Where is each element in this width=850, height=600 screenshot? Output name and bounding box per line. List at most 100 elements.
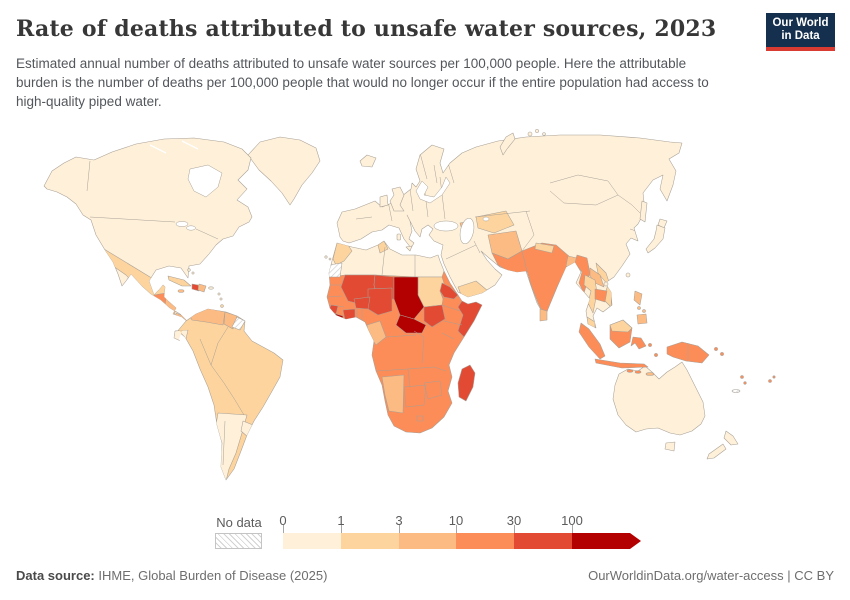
country-philippines[interactable] — [642, 309, 646, 313]
country-cote-divoire[interactable] — [342, 308, 356, 323]
novaya-zemlya[interactable] — [499, 132, 516, 156]
lesser-sunda[interactable] — [626, 369, 634, 373]
country-philippines[interactable] — [637, 306, 641, 310]
legend-bin-3-10[interactable] — [398, 533, 457, 549]
legend-bin-30-100[interactable] — [514, 533, 573, 549]
footer-license: | CC BY — [783, 568, 834, 583]
legend-tick — [399, 525, 400, 533]
country-iceland[interactable] — [359, 154, 377, 168]
sicily[interactable] — [405, 245, 413, 252]
legend-bin-10-30[interactable] — [456, 533, 515, 549]
country-malaysia-borneo[interactable] — [609, 319, 633, 333]
country-puerto-rico[interactable] — [208, 286, 214, 290]
hainan[interactable] — [603, 281, 609, 287]
legend-tick — [283, 525, 284, 533]
country-bangladesh[interactable] — [565, 255, 578, 272]
country-cambodia[interactable] — [594, 288, 608, 303]
country-central-asia[interactable] — [475, 210, 515, 234]
country-liberia[interactable] — [332, 313, 344, 325]
sakhalin[interactable] — [639, 200, 648, 223]
svalbard[interactable] — [527, 131, 533, 137]
page-subtitle: Estimated annual number of deaths attrib… — [16, 56, 709, 109]
country-eritrea[interactable] — [439, 282, 459, 300]
country-namibia[interactable] — [381, 374, 405, 414]
country-french-guiana[interactable] — [231, 316, 246, 331]
country-lesotho[interactable] — [416, 415, 424, 422]
country-indonesia-java[interactable] — [594, 358, 649, 369]
legend-arrow — [630, 533, 641, 549]
country-south-sudan[interactable] — [423, 304, 446, 328]
country-thailand[interactable] — [583, 274, 598, 314]
moluccas[interactable] — [654, 353, 658, 357]
legend-bin-0-1[interactable] — [283, 533, 341, 549]
country-nigeria[interactable] — [367, 287, 393, 316]
canary-islands[interactable] — [328, 257, 332, 261]
legend-bin-1-3[interactable] — [340, 533, 399, 549]
lesser-sunda[interactable] — [634, 370, 642, 374]
lesser-antilles[interactable] — [219, 297, 223, 301]
country-philippines[interactable] — [633, 290, 643, 306]
country-philippines[interactable] — [636, 313, 648, 325]
solomon-islands[interactable] — [720, 352, 724, 356]
fiji[interactable] — [768, 379, 772, 383]
country-cuba[interactable] — [167, 275, 192, 287]
country-ireland[interactable] — [379, 194, 389, 208]
legend-tick-label: 10 — [448, 513, 464, 528]
country-indonesia-sulawesi[interactable] — [630, 336, 647, 350]
footer-source-text: IHME, Global Burden of Disease (2025) — [94, 568, 328, 583]
country-japan[interactable] — [645, 224, 666, 254]
europe-borders — [355, 152, 455, 222]
lesser-antilles[interactable] — [217, 292, 221, 296]
country-nepal[interactable] — [534, 242, 555, 254]
solomon-islands[interactable] — [714, 347, 718, 351]
baltic-sea — [415, 176, 451, 204]
country-chad[interactable] — [393, 276, 425, 320]
canary-islands[interactable] — [324, 255, 328, 259]
alaska-border — [86, 160, 91, 192]
country-somalia[interactable] — [457, 300, 482, 338]
footer-link[interactable]: OurWorldinData.org/water-access — [588, 568, 784, 583]
country-bahamas[interactable] — [187, 268, 191, 272]
continent-north-america[interactable] — [43, 137, 253, 323]
country-australia[interactable] — [612, 361, 706, 436]
country-new-zealand[interactable] — [723, 430, 739, 446]
country-haiti[interactable] — [191, 283, 200, 292]
country-laos[interactable] — [589, 267, 605, 288]
legend-bin-100-plus[interactable] — [572, 533, 630, 549]
us-canada-border — [89, 216, 219, 240]
country-taiwan[interactable] — [625, 272, 631, 278]
aral-sea — [482, 216, 490, 222]
country-western-sahara[interactable] — [327, 262, 343, 278]
svalbard[interactable] — [535, 129, 539, 133]
sardinia[interactable] — [396, 233, 401, 241]
country-jamaica[interactable] — [177, 289, 185, 293]
country-trinidad[interactable] — [220, 304, 224, 308]
country-burkina-faso[interactable] — [353, 296, 371, 310]
country-dominican-republic[interactable] — [197, 283, 207, 293]
country-bahamas[interactable] — [191, 271, 195, 275]
country-madagascar[interactable] — [457, 364, 476, 402]
vanuatu[interactable] — [740, 375, 744, 379]
legend-no-data-swatch[interactable] — [215, 533, 262, 549]
tasmania[interactable] — [664, 441, 676, 452]
country-sri-lanka[interactable] — [539, 308, 548, 322]
footer-source: Data source: IHME, Global Burden of Dise… — [16, 568, 327, 583]
moluccas[interactable] — [648, 343, 652, 347]
country-united-kingdom[interactable] — [389, 186, 405, 212]
country-india[interactable] — [521, 242, 571, 318]
country-timor[interactable] — [645, 372, 655, 376]
legend-tick — [456, 525, 457, 533]
fiji[interactable] — [772, 375, 776, 379]
legend-no-data-label: No data — [216, 515, 262, 530]
country-greenland[interactable] — [247, 136, 321, 206]
vanuatu[interactable] — [743, 381, 747, 385]
country-indonesia-sumatra[interactable] — [578, 322, 606, 360]
svalbard[interactable] — [542, 132, 546, 136]
owid-logo[interactable]: Our World in Data — [766, 13, 835, 51]
country-malaysia[interactable] — [586, 316, 596, 333]
country-central-african-republic[interactable] — [395, 314, 427, 334]
country-new-zealand[interactable] — [706, 443, 727, 460]
new-caledonia[interactable] — [731, 389, 741, 393]
world-map-svg — [43, 129, 776, 481]
owid-logo-line1: Our World — [772, 17, 829, 29]
